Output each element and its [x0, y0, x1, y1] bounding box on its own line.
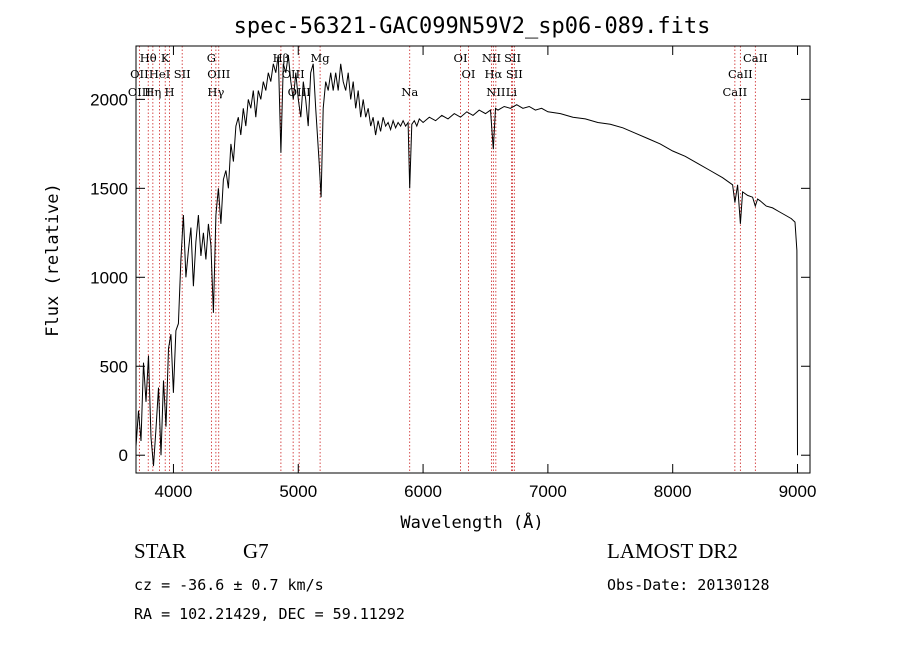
- line-marker-label: NII: [482, 51, 501, 65]
- line-marker-label: OI: [462, 67, 476, 81]
- line-marker-label: CaII: [728, 67, 753, 81]
- line-marker-label: Mg: [311, 51, 331, 65]
- x-axis-ticks: 4000 5000 6000 7000 8000 9000: [155, 46, 817, 501]
- y-tick-label: 500: [100, 357, 128, 376]
- chart-title: spec-56321-GAC099N59V2_sp06-089.fits: [234, 14, 711, 39]
- line-marker-label: Hβ: [273, 51, 290, 65]
- line-marker-label: G: [207, 51, 216, 65]
- line-marker-label: H: [165, 85, 175, 99]
- emission-line-markers: [138, 46, 756, 473]
- line-marker-label: HeI: [149, 67, 170, 81]
- object-class: STAR: [134, 539, 186, 563]
- x-tick-label: 4000: [155, 482, 193, 501]
- line-marker-label: Hη: [144, 85, 161, 99]
- x-tick-label: 9000: [779, 482, 817, 501]
- y-tick-label: 0: [119, 446, 128, 465]
- line-marker-label: Hγ: [207, 85, 224, 99]
- line-marker-label: OIII: [207, 67, 230, 81]
- line-marker-label: OIII: [288, 85, 311, 99]
- x-tick-label: 8000: [654, 482, 692, 501]
- line-marker-label: OIII: [128, 85, 151, 99]
- line-marker-label: SII: [174, 67, 191, 81]
- y-tick-label: 2000: [90, 90, 128, 109]
- emission-line-labels: Hθ OII OIII K HeI SII Hη H G OIII Hγ Hβ OIII OIII Mg Na…: [128, 51, 768, 99]
- line-marker-label: Hα: [484, 67, 502, 81]
- line-marker-label: SII: [504, 51, 521, 65]
- obs-date: Obs-Date: 20130128: [607, 576, 770, 594]
- redshift-cz: cz = -36.6 ± 0.7 km/s: [134, 576, 324, 594]
- line-marker-label: CaII: [743, 51, 768, 65]
- line-marker-label: OI: [454, 51, 468, 65]
- x-tick-label: 6000: [404, 482, 442, 501]
- y-axis-ticks: 0 500 1000 1500 2000: [90, 90, 810, 465]
- plot-frame: [135, 45, 811, 474]
- line-marker-label: CaII: [722, 85, 747, 99]
- line-marker-label: Na: [401, 85, 418, 99]
- series-line: [135, 54, 798, 466]
- y-tick-label: 1000: [90, 268, 128, 287]
- line-marker-label: K: [161, 51, 170, 65]
- line-marker-label: OII: [130, 67, 149, 81]
- x-tick-label: 5000: [279, 482, 317, 501]
- line-marker-label: Li: [506, 85, 518, 99]
- line-marker-label: NII: [486, 85, 505, 99]
- object-subclass: G7: [243, 539, 269, 563]
- survey-name: LAMOST DR2: [607, 539, 738, 563]
- x-tick-label: 7000: [529, 482, 567, 501]
- line-marker-label: Hθ: [140, 51, 157, 65]
- line-marker-label: SII: [506, 67, 523, 81]
- y-tick-label: 1500: [90, 179, 128, 198]
- x-axis-label: Wavelength (Å): [400, 511, 543, 533]
- ra-dec: RA = 102.21429, DEC = 59.11292: [134, 605, 405, 623]
- y-axis-label: Flux (relative): [43, 183, 63, 337]
- line-marker-label: OIII: [282, 67, 305, 81]
